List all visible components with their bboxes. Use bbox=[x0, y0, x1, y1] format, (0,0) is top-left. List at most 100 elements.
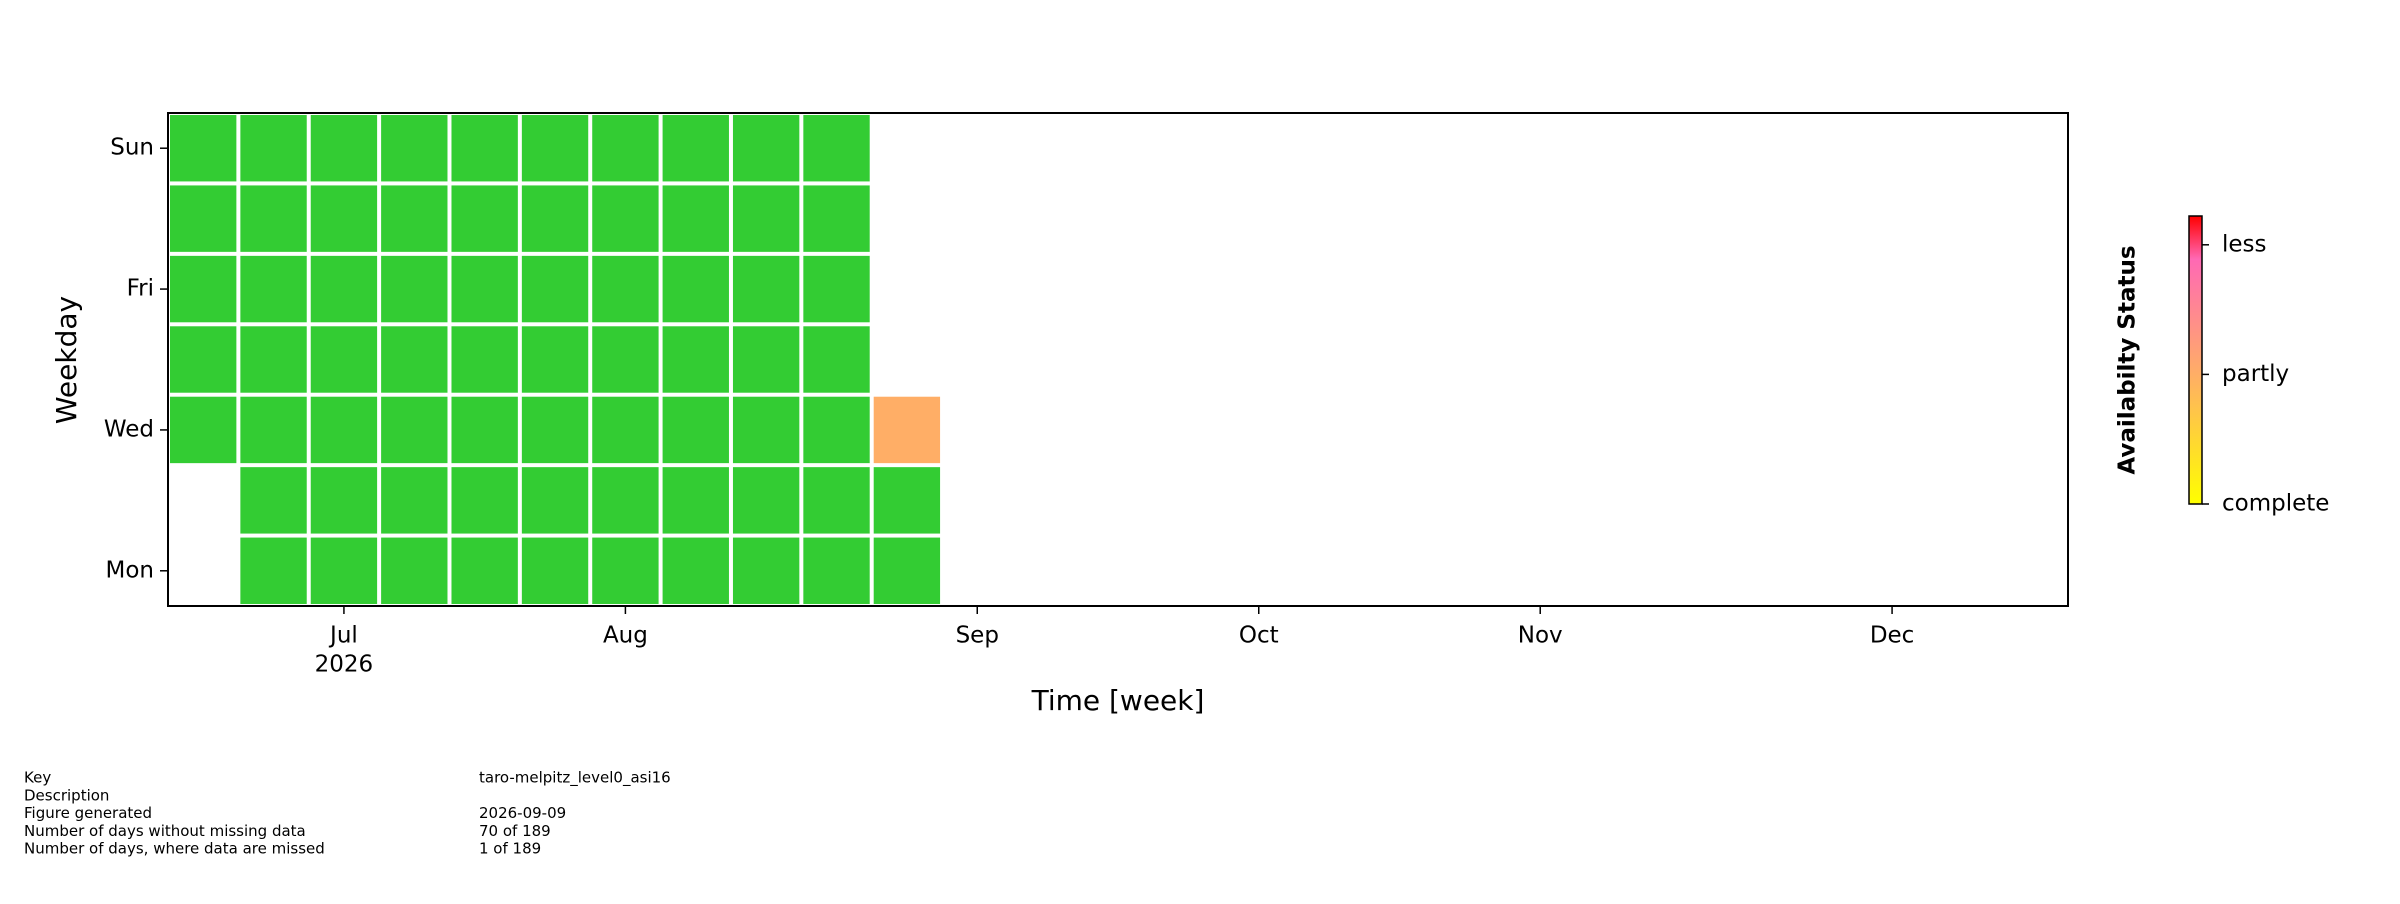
heatmap-cell bbox=[592, 326, 659, 393]
heatmap-cell bbox=[803, 185, 870, 252]
heatmap-cell bbox=[732, 255, 800, 323]
heatmap-cell bbox=[662, 255, 729, 323]
heatmap-cell bbox=[451, 537, 518, 604]
heatmap-cell bbox=[240, 396, 307, 464]
heatmap-cell bbox=[732, 326, 800, 393]
heatmap-cell bbox=[381, 396, 448, 464]
heatmap-cell bbox=[240, 326, 307, 393]
heatmap-cell bbox=[310, 255, 378, 323]
heatmap-cell bbox=[170, 115, 237, 182]
heatmap-cell bbox=[592, 255, 659, 323]
x-tick-label: Dec bbox=[1870, 623, 1915, 649]
heatmap-cell bbox=[521, 396, 589, 464]
heatmap-cell bbox=[803, 396, 870, 464]
heatmap-cell bbox=[521, 537, 589, 604]
heatmap-cell bbox=[170, 185, 237, 252]
heatmap-cell bbox=[662, 115, 729, 182]
heatmap-cell bbox=[451, 326, 518, 393]
heatmap-cell bbox=[170, 396, 237, 464]
colorbar-tick-label: partly bbox=[2222, 361, 2289, 387]
heatmap-cell bbox=[662, 396, 729, 464]
heatmap-cell bbox=[170, 255, 237, 323]
colorbar-tick-label: less bbox=[2222, 231, 2267, 257]
heatmap-cell bbox=[803, 467, 870, 534]
info-label: Description bbox=[24, 786, 109, 804]
heatmap-cell bbox=[732, 467, 800, 534]
heatmap-cell bbox=[592, 115, 659, 182]
heatmap-cell bbox=[310, 396, 378, 464]
heatmap-cell bbox=[521, 255, 589, 323]
heatmap-cell bbox=[451, 396, 518, 464]
info-label: Number of days without missing data bbox=[24, 822, 306, 840]
heatmap-cell bbox=[592, 537, 659, 604]
heatmap-cell bbox=[803, 326, 870, 393]
info-value: taro-melpitz_level0_asi16 bbox=[479, 769, 671, 788]
heatmap-cell bbox=[240, 255, 307, 323]
y-tick-label: Fri bbox=[127, 276, 154, 302]
heatmap-cell bbox=[170, 326, 237, 393]
heatmap-cell bbox=[381, 467, 448, 534]
heatmap-cell bbox=[381, 326, 448, 393]
y-tick-label: Wed bbox=[104, 416, 154, 442]
info-label: Number of days, where data are missed bbox=[24, 840, 325, 858]
heatmap-cell bbox=[381, 185, 448, 252]
heatmap-cell bbox=[873, 537, 941, 604]
heatmap-cell bbox=[732, 115, 800, 182]
info-value: 2026-09-09 bbox=[479, 804, 566, 822]
heatmap-cell bbox=[662, 467, 729, 534]
heatmap-cell bbox=[662, 537, 729, 604]
heatmap-cell bbox=[310, 467, 378, 534]
heatmap-cell bbox=[873, 396, 941, 464]
colorbar bbox=[2188, 215, 2203, 505]
heatmap-cell bbox=[310, 537, 378, 604]
heatmap-cell bbox=[451, 255, 518, 323]
x-offset-label: 2026 bbox=[315, 652, 374, 678]
heatmap-cell bbox=[803, 115, 870, 182]
heatmap-cell bbox=[803, 255, 870, 323]
x-tick-label: Sep bbox=[956, 623, 999, 649]
heatmap-cell bbox=[873, 467, 941, 534]
heatmap-cell bbox=[451, 467, 518, 534]
heatmap-cell bbox=[381, 537, 448, 604]
info-value: 1 of 189 bbox=[479, 840, 541, 858]
heatmap-cell bbox=[240, 537, 307, 604]
heatmap-cell bbox=[381, 115, 448, 182]
heatmap-cell bbox=[592, 467, 659, 534]
heatmap-cell bbox=[732, 185, 800, 252]
x-tick-label: Aug bbox=[603, 623, 648, 649]
y-tick-label: Mon bbox=[106, 557, 155, 583]
plot-frame bbox=[167, 112, 2069, 607]
heatmap-cell bbox=[662, 185, 729, 252]
colorbar-tick-label: complete bbox=[2222, 491, 2329, 517]
x-tick-label: Nov bbox=[1518, 623, 1563, 649]
heatmap-cell bbox=[732, 396, 800, 464]
heatmap-cell bbox=[310, 326, 378, 393]
heatmap-cell bbox=[240, 467, 307, 534]
info-label: Figure generated bbox=[24, 804, 152, 822]
heatmap-cell bbox=[521, 467, 589, 534]
x-tick-label: Oct bbox=[1239, 623, 1279, 649]
heatmap-cell bbox=[592, 396, 659, 464]
heatmap-cell bbox=[732, 537, 800, 604]
heatmap-cell bbox=[521, 185, 589, 252]
heatmap-cell bbox=[381, 255, 448, 323]
heatmap-cell bbox=[592, 185, 659, 252]
heatmap-cell bbox=[451, 115, 518, 182]
heatmap-cell bbox=[521, 115, 589, 182]
x-axis-label: Time [week] bbox=[1031, 684, 1205, 717]
y-tick-label: Sun bbox=[110, 135, 154, 161]
heatmap-cell bbox=[662, 326, 729, 393]
x-tick-label: Jul bbox=[328, 623, 358, 649]
colorbar-label: Availabilty Status bbox=[2115, 245, 2141, 474]
y-axis-label: Weekday bbox=[50, 296, 83, 424]
info-value: 70 of 189 bbox=[479, 822, 551, 840]
heatmap-cell bbox=[240, 185, 307, 252]
info-label: Key bbox=[24, 769, 51, 787]
heatmap-cell bbox=[803, 537, 870, 604]
heatmap-cell bbox=[451, 185, 518, 252]
heatmap-cell bbox=[310, 185, 378, 252]
heatmap-cell bbox=[240, 115, 307, 182]
heatmap-cell bbox=[310, 115, 378, 182]
